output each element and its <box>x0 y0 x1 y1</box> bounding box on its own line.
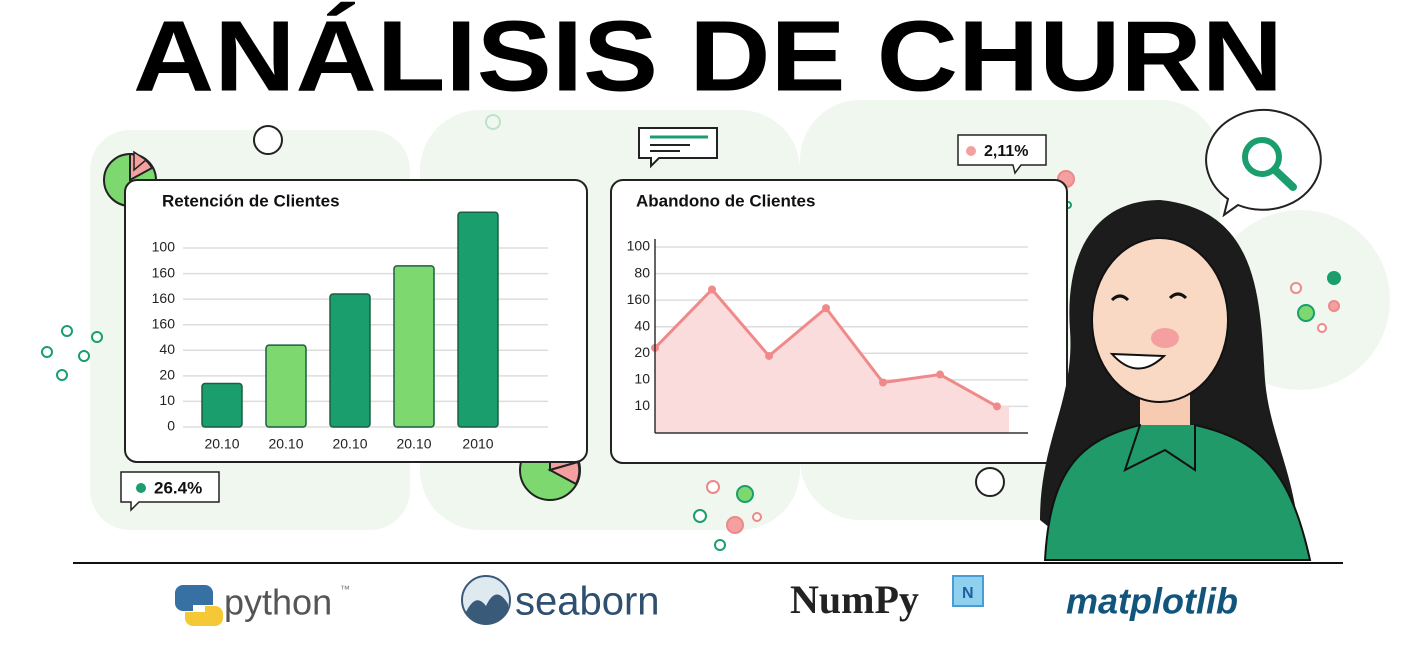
y-tick-label: 10 <box>159 392 175 408</box>
y-tick-label: 20 <box>159 367 175 383</box>
x-tick-label: 2010 <box>462 436 493 452</box>
y-tick-label: 20 <box>634 344 650 360</box>
point <box>879 378 887 387</box>
point <box>822 304 830 313</box>
bar <box>265 344 307 428</box>
y-tick-label: 100 <box>627 238 651 254</box>
seaborn-icon <box>461 575 511 625</box>
badge-text: 2,11% <box>984 143 1028 160</box>
bar <box>329 293 371 428</box>
logo-python: python <box>224 582 332 623</box>
x-tick-label: 20.10 <box>332 436 367 452</box>
bar <box>457 211 499 428</box>
y-tick-label: 40 <box>634 317 650 333</box>
bar <box>201 382 243 428</box>
y-tick-label: 100 <box>152 239 176 255</box>
logo-mark: ™ <box>340 585 350 596</box>
svg-text:N: N <box>962 585 974 602</box>
badge-text: 26.4% <box>154 478 202 497</box>
bar <box>393 265 435 428</box>
python-icon <box>175 585 223 626</box>
point <box>765 351 773 360</box>
point <box>993 402 1001 411</box>
numpy-icon: N <box>952 575 984 607</box>
character <box>1040 200 1312 561</box>
point <box>936 370 944 379</box>
y-tick-label: 160 <box>627 291 651 307</box>
badge-dot <box>966 146 976 156</box>
y-tick-label: 0 <box>167 418 175 434</box>
point <box>708 285 716 294</box>
chart-title: Abandono de Clientes <box>636 191 815 210</box>
y-tick-label: 80 <box>634 264 650 280</box>
logo-numpy: NumPy <box>790 577 919 622</box>
x-tick-label: 20.10 <box>204 436 239 452</box>
y-tick-label: 160 <box>152 290 176 306</box>
y-tick-label: 10 <box>634 397 650 413</box>
badge <box>120 471 220 512</box>
logo-seaborn: seaborn <box>515 580 660 624</box>
badge <box>957 134 1047 175</box>
y-tick-label: 10 <box>634 371 650 387</box>
badge-dot <box>136 483 146 493</box>
page-title: ANÁLISIS DE CHURN <box>133 0 1283 112</box>
x-tick-label: 20.10 <box>396 436 431 452</box>
x-tick-label: 20.10 <box>268 436 303 452</box>
chart-title: Retención de Clientes <box>162 191 340 210</box>
area <box>655 289 1009 433</box>
y-tick-label: 160 <box>152 264 176 280</box>
logo-matplotlib: matplotlib <box>1066 581 1238 622</box>
y-tick-label: 40 <box>159 341 175 357</box>
y-tick-label: 160 <box>152 315 176 331</box>
